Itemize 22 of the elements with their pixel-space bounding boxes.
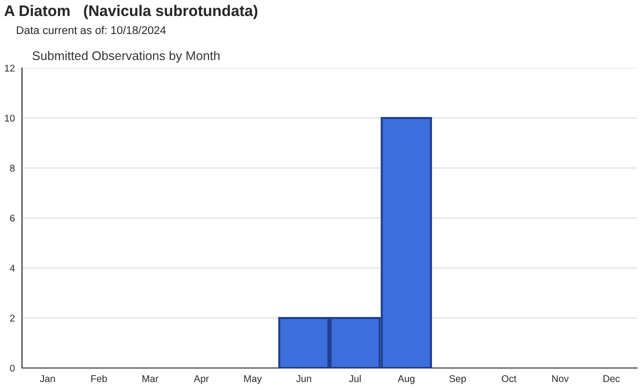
x-tick-label: Feb bbox=[91, 374, 107, 382]
y-tick-label: 8 bbox=[10, 164, 15, 172]
x-tick-label: Sep bbox=[449, 375, 466, 384]
x-tick-label: Apr bbox=[194, 375, 209, 384]
y-tick-label: 6 bbox=[10, 214, 15, 222]
chart-subtitle: Data current as of: 10/18/2024 bbox=[16, 26, 166, 34]
y-tick-label: 12 bbox=[4, 64, 15, 72]
x-tick-label: Dec bbox=[604, 375, 620, 382]
chart-title: A Diatom (Navicula subrotundata) bbox=[4, 4, 258, 20]
y-tick-label: 10 bbox=[4, 114, 15, 122]
x-tick-label: Mar bbox=[142, 375, 158, 382]
x-tick-label: Jul bbox=[349, 374, 361, 382]
x-tick-label: Jun bbox=[296, 375, 312, 382]
x-tick-label: May bbox=[244, 375, 262, 384]
x-tick-label: Jan bbox=[40, 375, 55, 382]
y-tick-label: 4 bbox=[10, 264, 15, 272]
y-tick-label: 0 bbox=[10, 364, 15, 372]
text: Submitted Observations by Month bbox=[32, 50, 220, 63]
x-tick-label: Oct bbox=[502, 375, 516, 382]
x-tick-label: Aug bbox=[398, 375, 414, 384]
y-tick-label: 2 bbox=[10, 314, 15, 322]
x-tick-label: Nov bbox=[552, 375, 569, 382]
